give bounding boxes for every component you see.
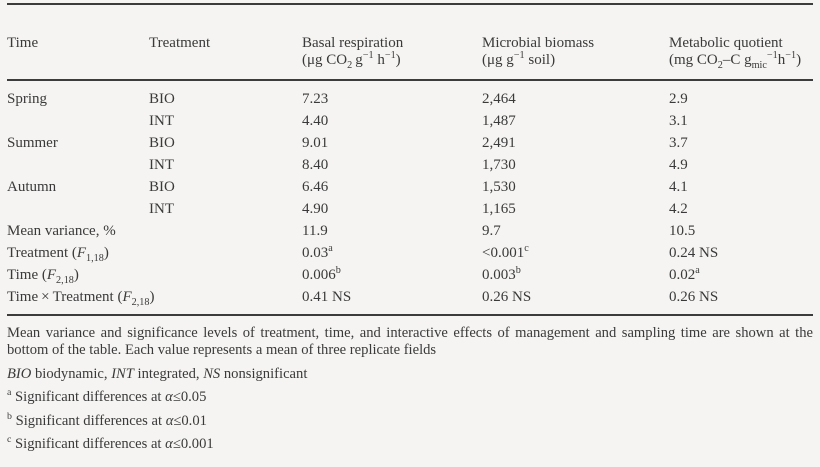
metabolic-quotient-value: 4.2 xyxy=(669,200,688,217)
col-unit-basal-respiration: (μg CO2 g−1 h−1) xyxy=(302,50,401,71)
table-footnotes: Mean variance and significance levels of… xyxy=(7,325,813,454)
metabolic-quotient-value: 2.9 xyxy=(669,90,688,107)
col-label-basal-respiration: Basal respiration xyxy=(302,34,404,51)
col-header-time: Time xyxy=(7,4,149,81)
treatment-cell: BIO xyxy=(149,134,175,151)
treatment-cell xyxy=(149,242,302,264)
col-header-microbial-biomass: Microbial biomass (μg g−1 soil) xyxy=(482,4,669,81)
table-row-spring-bio: Spring BIO 7.23 2,464 2.9 xyxy=(7,80,813,110)
metabolic-quotient-value: 3.7 xyxy=(669,134,688,151)
row-label: Summer xyxy=(7,134,58,151)
microbial-biomass-value: 1,530 xyxy=(482,178,516,195)
footnote-sig-a: a Significant differences at α≤0.05 xyxy=(7,387,207,405)
treatment-cell: INT xyxy=(149,112,174,129)
basal-respiration-value: 6.46 xyxy=(302,178,329,195)
basal-respiration-value: 0.41 NS xyxy=(302,288,352,305)
basal-respiration-value: 4.40 xyxy=(302,112,329,129)
treatment-cell xyxy=(149,220,302,242)
metabolic-quotient-value: 4.1 xyxy=(669,178,688,195)
table-row-summer-bio: Summer BIO 9.01 2,491 3.7 xyxy=(7,132,813,154)
table-row-summer-int: INT 8.40 1,730 4.9 xyxy=(7,154,813,176)
basal-respiration-value: 4.90 xyxy=(302,200,329,217)
footnote-abbreviations: BIO biodynamic, INT integrated, NS nonsi… xyxy=(7,365,308,382)
metabolic-quotient-value: 0.02a xyxy=(669,264,700,283)
header-row: Time Treatment Basal respiration (μg CO2… xyxy=(7,4,813,81)
col-unit-metabolic-quotient: (mg CO2–C gmic−1h−1) xyxy=(669,50,802,71)
row-label xyxy=(7,110,149,132)
row-label: Time × Treatment (F2,18) xyxy=(7,288,155,308)
col-header-basal-respiration: Basal respiration (μg CO2 g−1 h−1) xyxy=(302,4,482,81)
footnote-sig-c: c Significant differences at α≤0.001 xyxy=(7,434,214,452)
row-label: Time (F2,18) xyxy=(7,266,79,286)
footnote-general: Mean variance and significance levels of… xyxy=(7,324,813,358)
table-row-treatment-f: Treatment (F1,18) 0.03a <0.001c 0.24 NS xyxy=(7,242,813,264)
table-row-autumn-int: INT 4.90 1,165 4.2 xyxy=(7,198,813,220)
row-label: Autumn xyxy=(7,178,57,195)
basal-respiration-value: 0.03a xyxy=(302,242,333,261)
table-row-time-x-treatment-f: Time × Treatment (F2,18) 0.41 NS 0.26 NS… xyxy=(7,286,813,314)
basal-respiration-value: 11.9 xyxy=(302,222,328,239)
metabolic-quotient-value: 0.24 NS xyxy=(669,244,719,261)
footnote-sig-b: b Significant differences at α≤0.01 xyxy=(7,410,207,429)
row-label xyxy=(7,198,149,220)
treatment-cell: INT xyxy=(149,156,174,173)
col-unit-microbial-biomass: (μg g−1 soil) xyxy=(482,50,556,68)
table-header: Time Treatment Basal respiration (μg CO2… xyxy=(7,4,813,81)
microbial-biomass-value: 1,487 xyxy=(482,112,516,129)
treatment-cell: BIO xyxy=(149,178,175,195)
metabolic-quotient-value: 0.26 NS xyxy=(669,288,719,305)
table-row-spring-int: INT 4.40 1,487 3.1 xyxy=(7,110,813,132)
col-label-metabolic-quotient: Metabolic quotient xyxy=(669,34,783,51)
row-label: Spring xyxy=(7,90,48,107)
basal-respiration-value: 8.40 xyxy=(302,156,329,173)
metabolic-quotient-value: 10.5 xyxy=(669,222,696,239)
results-table: Time Treatment Basal respiration (μg CO2… xyxy=(7,4,813,314)
table-top-rule xyxy=(7,3,813,5)
microbial-biomass-value: 0.003b xyxy=(482,264,521,283)
table-bottom-rule xyxy=(7,313,813,316)
col-header-treatment: Treatment xyxy=(149,4,302,81)
col-header-metabolic-quotient: Metabolic quotient (mg CO2–C gmic−1h−1) xyxy=(669,4,813,81)
metabolic-quotient-value: 3.1 xyxy=(669,112,688,129)
basal-respiration-value: 0.006b xyxy=(302,264,341,283)
microbial-biomass-value: 9.7 xyxy=(482,222,501,239)
basal-respiration-value: 7.23 xyxy=(302,90,329,107)
row-label: Treatment (F1,18) xyxy=(7,244,109,264)
col-label-microbial-biomass: Microbial biomass xyxy=(482,34,595,51)
microbial-biomass-value: 2,491 xyxy=(482,134,516,151)
col-label-treatment: Treatment xyxy=(149,34,211,51)
microbial-biomass-value: 0.26 NS xyxy=(482,288,532,305)
row-label xyxy=(7,154,149,176)
microbial-biomass-value: 2,464 xyxy=(482,90,516,107)
microbial-biomass-value: 1,730 xyxy=(482,156,516,173)
treatment-cell xyxy=(149,264,302,286)
table-row-autumn-bio: Autumn BIO 6.46 1,530 4.1 xyxy=(7,176,813,198)
metabolic-quotient-value: 4.9 xyxy=(669,156,688,173)
table-row-mean-variance: Mean variance, % 11.9 9.7 10.5 xyxy=(7,220,813,242)
treatment-cell: INT xyxy=(149,200,174,217)
table-body: Spring BIO 7.23 2,464 2.9 INT 4.40 1,487… xyxy=(7,80,813,314)
microbial-biomass-value: 1,165 xyxy=(482,200,516,217)
basal-respiration-value: 9.01 xyxy=(302,134,329,151)
treatment-cell xyxy=(149,286,302,314)
microbial-biomass-value: <0.001c xyxy=(482,242,529,261)
col-label-time: Time xyxy=(7,34,39,51)
row-label: Mean variance, % xyxy=(7,222,116,239)
table-row-time-f: Time (F2,18) 0.006b 0.003b 0.02a xyxy=(7,264,813,286)
treatment-cell: BIO xyxy=(149,90,175,107)
